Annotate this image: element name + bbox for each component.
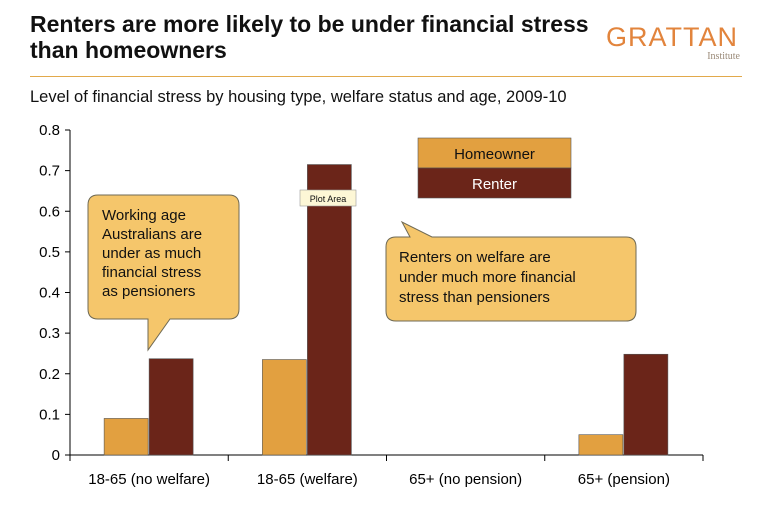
bar-renter (623, 353, 669, 456)
legend-label-renter: Renter (472, 176, 517, 193)
bar-renter (307, 164, 352, 456)
chart-subtitle: Level of financial stress by housing typ… (30, 88, 567, 106)
x-tick-label: 65+ (no pension) (409, 471, 522, 488)
y-tick-label: 0.6 (39, 203, 60, 220)
x-tick-label: 65+ (pension) (578, 471, 670, 488)
callout-text-line: stress than pensioners (399, 289, 550, 306)
logo-wordmark: GRATTAN (606, 22, 738, 52)
callout-text-line: under much more financial (399, 269, 576, 286)
logo-subtext: Institute (707, 51, 740, 62)
callout-text-line: Australians are (102, 226, 202, 243)
callout-text-line: financial stress (102, 264, 201, 281)
legend-swatch-homeowner (417, 137, 572, 169)
callout-text-line: under as much (102, 245, 201, 262)
plot-area-tooltip-box (299, 189, 357, 207)
y-tick-label: 0.8 (39, 122, 60, 139)
chart-title: Renters are more likely to be under fina… (30, 11, 589, 63)
callout-text-line: as pensioners (102, 283, 195, 300)
y-tick-label: 0 (52, 447, 60, 464)
bar-homeowner (103, 418, 149, 456)
bar-homeowner (262, 359, 307, 456)
y-tick-label: 0.1 (39, 406, 60, 423)
x-tick-label: 18-65 (welfare) (257, 471, 358, 488)
grattan-logo: GRATTAN Institute (606, 24, 742, 64)
y-tick-label: 0.4 (39, 285, 60, 302)
y-tick-label: 0.5 (39, 244, 60, 261)
callout-text-line: Working age (102, 207, 186, 224)
callout-bubble-renters-welfare (385, 220, 637, 322)
y-tick-label: 0.7 (39, 163, 60, 180)
y-tick-label: 0.2 (39, 366, 60, 383)
bar-renter (148, 358, 194, 456)
header-divider (30, 76, 742, 77)
x-tick-label: 18-65 (no welfare) (88, 471, 210, 488)
legend-label-homeowner: Homeowner (454, 146, 535, 163)
bar-homeowner (578, 434, 624, 456)
callout-bubble-working-age (87, 194, 240, 352)
callout-text-line: Renters on welfare are (399, 249, 551, 266)
legend-swatch-renter (417, 167, 572, 199)
plot-area-tooltip-text: Plot Area (310, 194, 347, 204)
y-tick-label: 0.3 (39, 325, 60, 342)
